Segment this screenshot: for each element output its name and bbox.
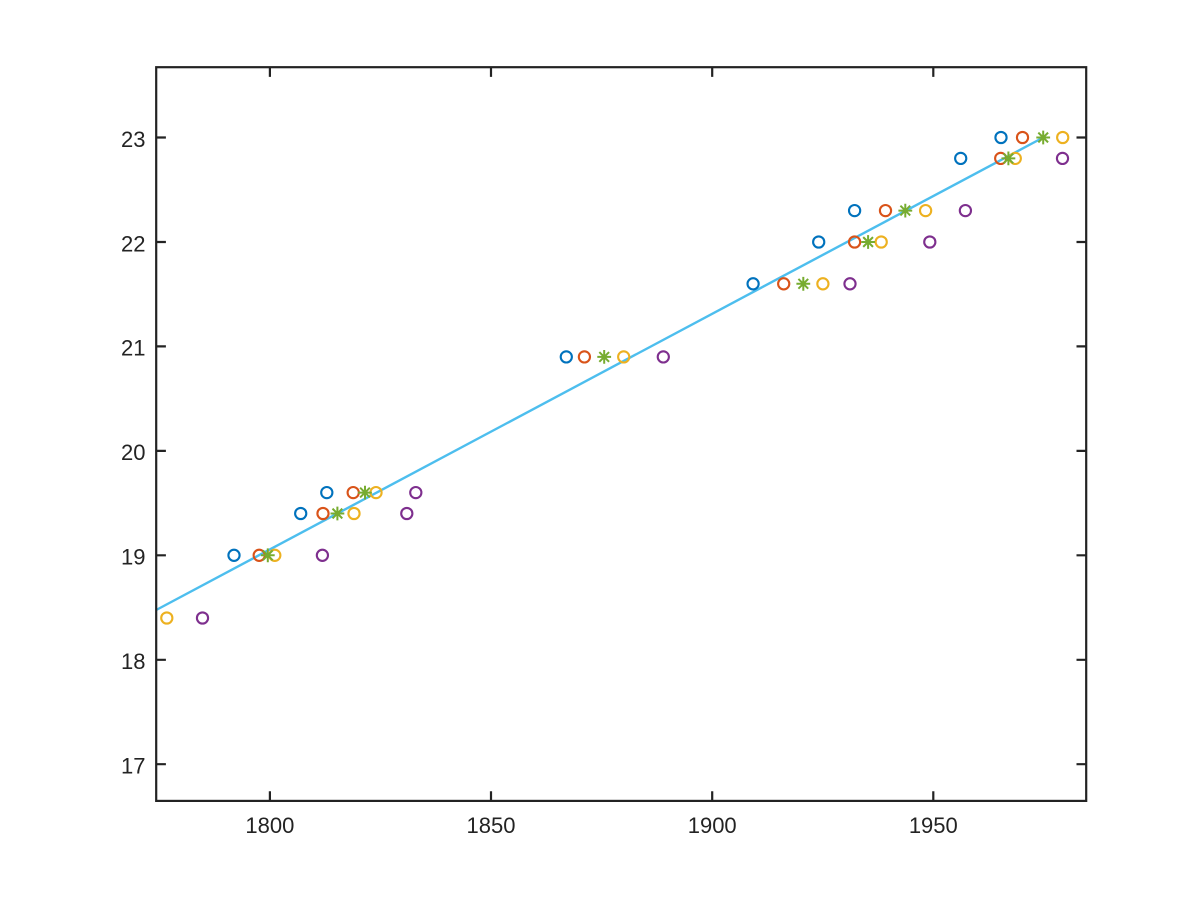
svg-text:17: 17 (121, 754, 145, 779)
svg-text:1950: 1950 (909, 813, 958, 838)
svg-text:21: 21 (121, 336, 145, 361)
svg-text:1850: 1850 (467, 813, 516, 838)
svg-text:1800: 1800 (245, 813, 294, 838)
svg-text:1900: 1900 (688, 813, 737, 838)
svg-text:23: 23 (121, 127, 145, 152)
svg-text:20: 20 (121, 440, 145, 465)
svg-text:18: 18 (121, 649, 145, 674)
svg-text:22: 22 (121, 231, 145, 256)
svg-text:19: 19 (121, 545, 145, 570)
